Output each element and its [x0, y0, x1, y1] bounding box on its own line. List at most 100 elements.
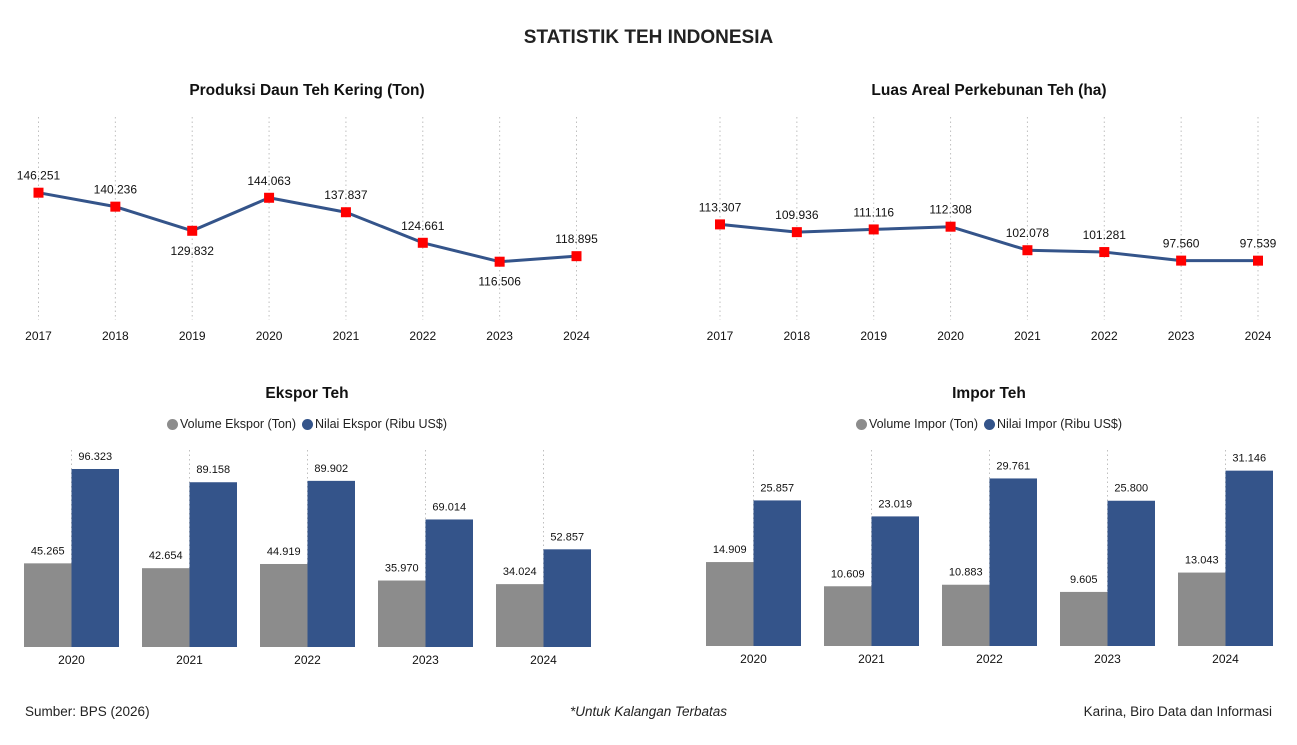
- data-label: 96.323: [78, 451, 112, 463]
- data-point-marker: [791, 227, 802, 238]
- legend-label: Nilai Ekspor (Ribu US$): [315, 417, 447, 431]
- data-label: 89.902: [314, 463, 348, 475]
- bar-volume: [496, 584, 544, 647]
- data-point-marker: [715, 219, 725, 230]
- bar-volume: [942, 584, 990, 646]
- x-tick-label: 2017: [25, 329, 52, 343]
- x-tick-label: 2023: [1094, 652, 1121, 666]
- legend-item-volume-impor: Volume Impor (Ton): [855, 417, 979, 431]
- legend-item-nilai-impor: Nilai Impor (Ribu US$): [984, 417, 1122, 431]
- data-point-marker: [494, 256, 505, 267]
- bar-volume: [824, 586, 872, 646]
- chart-title-impor: Impor Teh: [952, 385, 1026, 402]
- data-label: 23.019: [878, 498, 912, 510]
- bar-volume: [142, 568, 190, 647]
- x-tick-label: 2018: [784, 329, 811, 343]
- bar-value: [871, 516, 919, 646]
- bar-value: [753, 500, 801, 646]
- legend-ekspor: Volume Ekspor (Ton) Nilai Ekspor (Ribu U…: [18, 417, 596, 431]
- data-label: 44.919: [267, 546, 301, 558]
- data-point-marker: [868, 224, 879, 235]
- data-point-marker: [1099, 247, 1110, 258]
- data-point-marker: [945, 221, 956, 232]
- page-title: STATISTIK TEH INDONESIA: [523, 27, 774, 48]
- data-label: 69.014: [432, 501, 466, 513]
- bar-volume: [24, 563, 72, 647]
- data-label: 112.308: [929, 203, 972, 217]
- bar-value: [543, 549, 591, 647]
- x-tick-label: 2017: [707, 329, 734, 343]
- chart-produksi: 2017 2018 2019 2020 2021 2022 2023 2024 146.251 1…: [17, 117, 598, 343]
- data-label: 97.560: [1163, 237, 1200, 251]
- data-label: 137.837: [324, 188, 368, 202]
- legend-dot-volume-icon: [166, 418, 178, 430]
- x-tick-label: 2018: [102, 329, 129, 343]
- x-tick-label: 2021: [333, 329, 360, 343]
- data-point-marker: [110, 201, 121, 212]
- data-label: 118.895: [555, 232, 598, 246]
- data-label: 10.609: [831, 568, 865, 580]
- bar-volume: [260, 563, 308, 647]
- data-label: 97.539: [1240, 237, 1277, 251]
- data-point-marker: [1253, 255, 1263, 266]
- bar-volume: [706, 562, 754, 646]
- data-point-marker: [417, 237, 428, 248]
- legend-item-volume-ekspor: Volume Ekspor (Ton): [166, 417, 297, 431]
- x-tick-label: 2023: [486, 329, 513, 343]
- data-label: 14.909: [713, 544, 747, 556]
- data-label: 144.063: [247, 174, 291, 188]
- data-label: 31.146: [1232, 453, 1266, 465]
- x-tick-label: 2021: [858, 652, 885, 666]
- x-tick-label: 2022: [976, 652, 1003, 666]
- bar-value: [989, 478, 1037, 646]
- data-label: 146.251: [17, 169, 61, 183]
- x-tick-label: 2024: [563, 329, 590, 343]
- data-point-marker: [187, 225, 198, 236]
- x-tick-label: 2023: [412, 653, 439, 667]
- data-point-marker: [571, 251, 582, 262]
- x-tick-label: 2021: [176, 653, 203, 667]
- legend-label: Volume Impor (Ton): [868, 417, 979, 431]
- data-label: 29.761: [996, 460, 1030, 472]
- data-label: 45.265: [31, 545, 65, 557]
- data-label: 113.307: [699, 200, 742, 214]
- data-point-marker: [33, 187, 44, 198]
- data-label: 10.883: [949, 567, 983, 579]
- data-label: 101.281: [1083, 228, 1127, 242]
- data-point-marker: [340, 207, 351, 218]
- legend-label: Nilai Impor (Ribu US$): [997, 417, 1123, 431]
- data-label: 35.970: [385, 563, 419, 575]
- bar-value: [425, 519, 473, 647]
- data-point-marker: [1022, 245, 1033, 256]
- bar-volume: [1060, 591, 1108, 646]
- bar-value: [307, 480, 355, 647]
- chart-title-produksi: Produksi Daun Teh Kering (Ton): [189, 82, 425, 99]
- x-tick-label: 2020: [937, 329, 964, 343]
- data-point-marker: [264, 192, 275, 203]
- legend-dot-volume-icon: [855, 418, 867, 430]
- bar-value: [71, 468, 119, 647]
- data-label: 102.078: [1006, 226, 1050, 240]
- bar-volume: [378, 580, 426, 647]
- bar-volume: [1178, 572, 1226, 646]
- data-label: 25.857: [760, 482, 794, 494]
- legend-label: Volume Ekspor (Ton): [179, 417, 297, 431]
- x-tick-label: 2022: [409, 329, 436, 343]
- data-label: 9.605: [1070, 574, 1098, 586]
- x-tick-label: 2024: [1212, 652, 1239, 666]
- x-tick-label: 2024: [530, 653, 557, 667]
- chart-title-ekspor: Ekspor Teh: [265, 385, 349, 402]
- bar-value: [189, 482, 237, 647]
- chart-luas: 2017 2018 2019 2020 2021 2022 2023 2024 113.307 1…: [699, 117, 1277, 343]
- legend-dot-nilai-icon: [984, 418, 996, 430]
- legend-dot-nilai-icon: [302, 418, 314, 430]
- x-tick-label: 2022: [1091, 329, 1118, 343]
- chart-title-luas: Luas Areal Perkebunan Teh (ha): [871, 82, 1107, 99]
- data-label: 89.158: [196, 464, 230, 476]
- x-tick-label: 2019: [860, 329, 887, 343]
- footer-note: *Untuk Kalangan Terbatas: [569, 704, 728, 719]
- data-label: 129.832: [171, 244, 215, 258]
- x-tick-label: 2019: [179, 329, 206, 343]
- chart-impor: 14.909 25.857 2020 10.609 23.019 2021 10.883 29…: [706, 450, 1273, 666]
- data-point-marker: [1176, 255, 1187, 266]
